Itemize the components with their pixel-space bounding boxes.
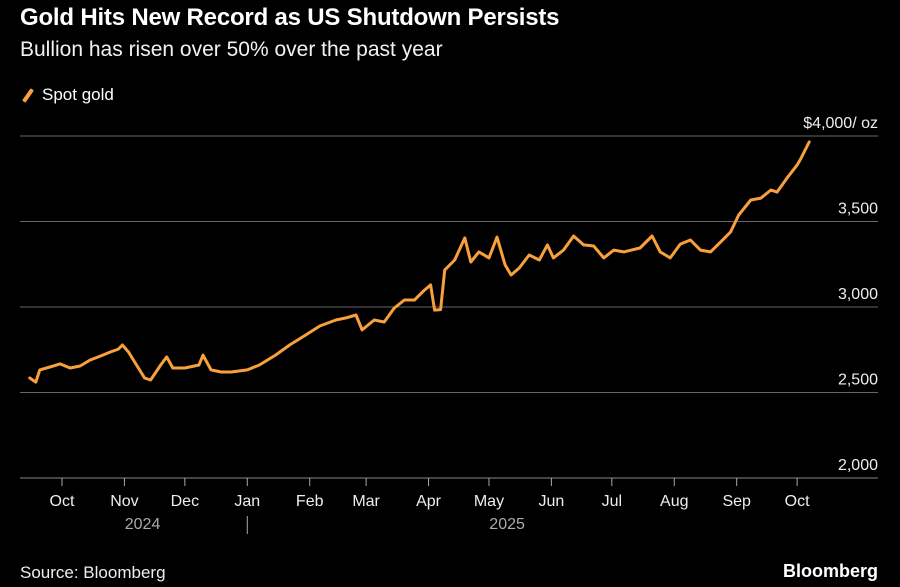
legend-label: Spot gold: [42, 85, 114, 104]
x-tick-label: Jun: [539, 493, 565, 510]
y-tick-label: 3,000: [838, 286, 878, 303]
x-tick-label: Jul: [602, 493, 622, 510]
source-note: Source: Bloomberg: [20, 563, 166, 582]
series-line-spot-gold: [28, 140, 811, 384]
year-label: 2024: [125, 516, 161, 533]
chart-title: Gold Hits New Record as US Shutdown Pers…: [20, 4, 560, 31]
legend: Spot gold: [20, 85, 114, 105]
x-tick-label: Feb: [296, 493, 324, 510]
x-tick-label: Dec: [171, 493, 199, 510]
x-tick-label: Apr: [416, 493, 442, 510]
chart-subtitle: Bullion has risen over 50% over the past…: [20, 38, 443, 61]
x-tick-label: Aug: [660, 493, 688, 510]
y-tick-label: 3,500: [838, 201, 878, 218]
x-tick-label: May: [474, 493, 504, 510]
y-tick-label: 2,000: [838, 457, 878, 474]
year-label: 2025: [489, 516, 525, 533]
x-tick-label: Sep: [722, 493, 751, 510]
bloomberg-logo: Bloomberg: [782, 561, 878, 581]
x-tick-label: Oct: [785, 493, 810, 510]
x-tick-label: Jan: [234, 493, 260, 510]
y-unit-label: $4,000/ oz: [803, 115, 878, 132]
x-tick-label: Mar: [352, 493, 380, 510]
x-tick-label: Oct: [50, 493, 75, 510]
y-tick-label: 2,500: [838, 372, 878, 389]
x-tick-label: Nov: [110, 493, 138, 510]
